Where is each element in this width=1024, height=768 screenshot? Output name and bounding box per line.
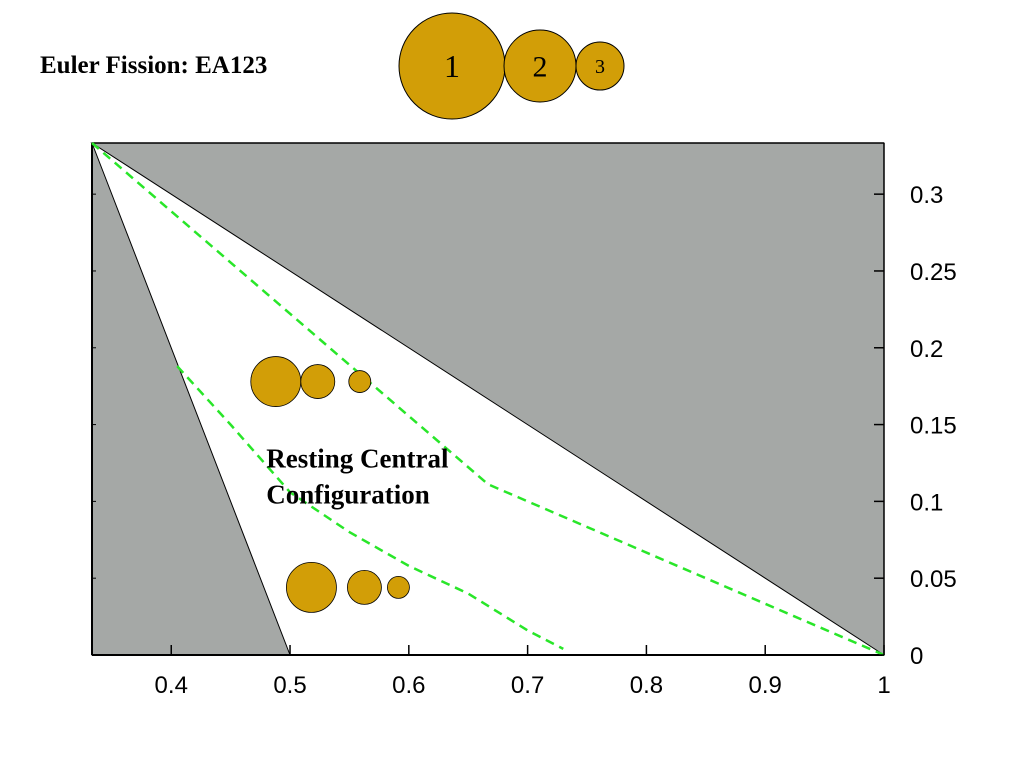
configuration-disk [347, 570, 382, 605]
y-tick-label: 0.3 [910, 182, 943, 209]
plot-area: 0.4 0.5 0.6 0.7 0.8 0.9 10 0.05 0.1 0.15 0.2 0.25 0.… [90, 142, 957, 699]
y-tick-label: 0.1 [910, 489, 943, 516]
x-tick-label: 0.5 [273, 672, 306, 699]
dashed-curve-1 [91, 142, 885, 657]
configuration-disk [348, 370, 372, 393]
dashed-curve-2 [176, 365, 564, 651]
legend-disk-label: 3 [595, 56, 605, 78]
legend-disk-2: 2 [503, 29, 577, 103]
x-tick-label: 0.4 [155, 672, 188, 699]
legend-disk-3: 3 [575, 41, 625, 91]
y-tick-label: 0.2 [910, 336, 943, 363]
legend-disk-shape [575, 41, 625, 91]
x-tick-label: 1 [877, 672, 890, 699]
chart-title: Euler Fission: EA123 [40, 52, 268, 79]
configuration-disk [387, 576, 410, 599]
legend-disk-1: 1 [398, 12, 506, 120]
y-tick-label: 0.05 [910, 566, 957, 593]
x-tick-label: 0.8 [630, 672, 663, 699]
configuration-disk [300, 364, 336, 399]
configuration-marker-1 [250, 356, 372, 407]
annotation-label: Resting Central Configuration [266, 444, 449, 510]
y-tick-label: 0.15 [910, 413, 957, 440]
annotation-line: Configuration [266, 480, 430, 510]
configuration-marker-2 [286, 562, 410, 613]
y-tick-label: 0.25 [910, 259, 957, 286]
configuration-disk [250, 356, 302, 407]
x-tick-label: 0.6 [392, 672, 425, 699]
x-tick-label: 0.7 [511, 672, 544, 699]
legend-disk-label: 1 [444, 48, 460, 84]
legend-disk-label: 2 [533, 51, 548, 84]
annotation-line: Resting Central [266, 444, 449, 474]
configuration-disk [286, 562, 337, 613]
x-tick-label: 0.9 [749, 672, 782, 699]
y-tick-label: 0 [910, 643, 923, 670]
legend-disks: 1 2 3 [398, 12, 625, 120]
